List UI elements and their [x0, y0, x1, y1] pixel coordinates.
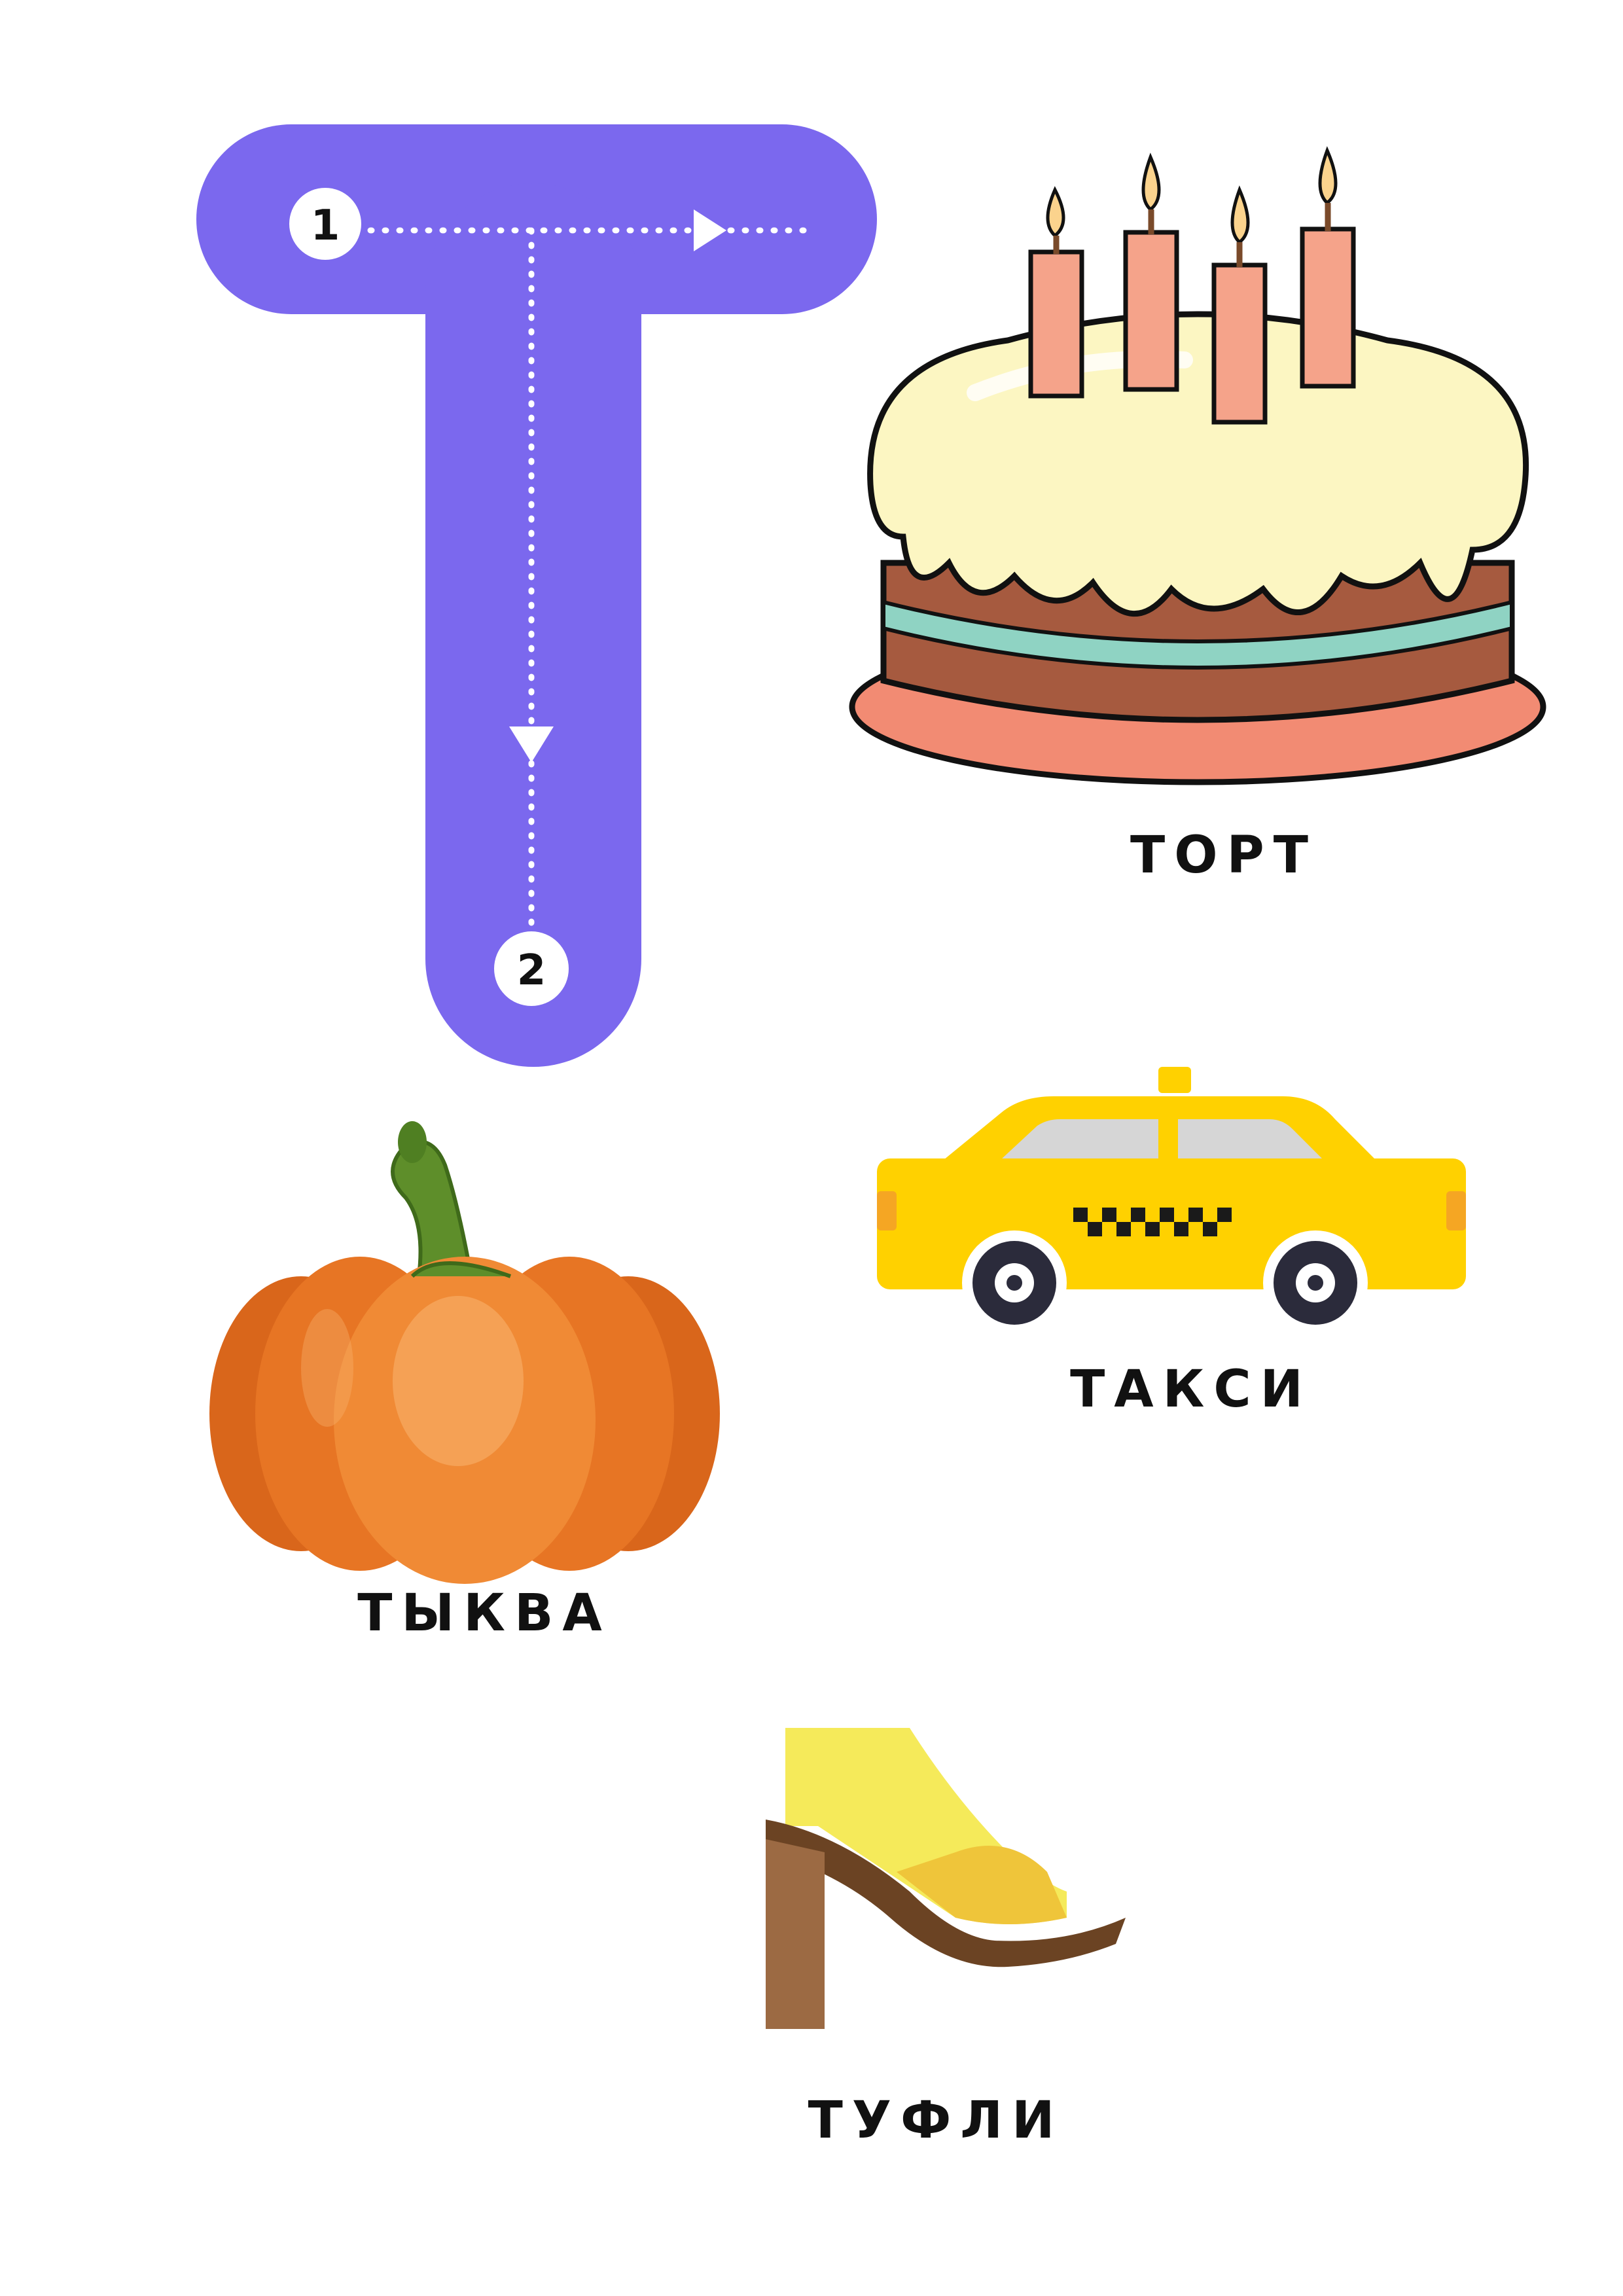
arrow-down-icon	[509, 726, 554, 762]
word-label-tykva: ТЫКВА	[357, 1584, 611, 1643]
step-1-marker: 1	[289, 188, 361, 260]
step-2-number: 2	[517, 946, 546, 995]
taxi-icon	[877, 1067, 1466, 1335]
arrow-right-icon	[694, 209, 726, 251]
step-1-number: 1	[311, 202, 340, 250]
letter-t-stem	[425, 183, 641, 1067]
word-label-tufli: ТУФЛИ	[808, 2091, 1064, 2150]
shoe-icon	[766, 1728, 1126, 2029]
cake-icon	[849, 146, 1546, 785]
word-label-tort: ТОРТ	[1130, 826, 1317, 885]
pumpkin-icon	[209, 1121, 720, 1584]
word-label-taksi: ТАКСИ	[1070, 1360, 1312, 1419]
letter-t-tracing: 1 2	[196, 124, 877, 1067]
step-2-marker: 2	[494, 931, 569, 1006]
